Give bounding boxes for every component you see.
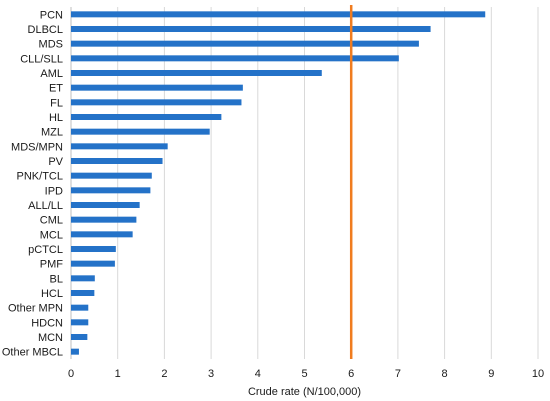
category-label: DLBCL: [28, 24, 63, 36]
category-label: PNK/TCL: [17, 171, 63, 183]
category-label: PMF: [40, 259, 64, 271]
bar: [71, 143, 168, 150]
bar: [71, 55, 399, 62]
x-tick-label: 8: [442, 368, 448, 380]
bar: [71, 304, 89, 311]
category-labels: PCN DLBCL MDS CLL/SLL AML ET FL HL MZL MDS/MPN PV P…: [2, 9, 64, 358]
x-tick-label: 7: [395, 368, 401, 380]
x-tick-label: 6: [348, 368, 354, 380]
category-label: CML: [40, 215, 63, 227]
category-label: PCN: [40, 9, 63, 21]
x-tick-label: 3: [208, 368, 214, 380]
bar: [71, 260, 115, 267]
category-label: FL: [50, 97, 63, 109]
x-tick-label: 4: [255, 368, 261, 380]
bar: [71, 290, 95, 296]
category-label: MZL: [41, 127, 63, 139]
x-tick-label: 1: [115, 368, 121, 380]
bar: [71, 128, 210, 135]
category-label: MCL: [40, 229, 63, 241]
category-label: ALL/LL: [28, 200, 63, 212]
category-label: PV: [48, 156, 63, 168]
category-label: HDCN: [31, 317, 63, 329]
x-tick-label: 5: [301, 368, 307, 380]
category-label: pCTCL: [28, 244, 63, 256]
category-label: AML: [40, 68, 63, 80]
bar: [71, 172, 152, 179]
bar: [71, 158, 163, 164]
bar: [71, 246, 116, 252]
bar: [71, 319, 89, 326]
bar: [71, 114, 222, 120]
bar: [71, 11, 486, 18]
bar: [71, 202, 140, 208]
x-tick-labels: 0 1 2 3 4 5 6 7 8 9 10: [68, 368, 544, 380]
x-axis-title: Crude rate (N/100,000): [248, 386, 361, 398]
category-label: CLL/SLL: [20, 53, 63, 65]
x-tick-label: 0: [68, 368, 74, 380]
bar: [71, 216, 137, 223]
category-label: HL: [49, 112, 63, 124]
bar: [71, 275, 95, 282]
category-label: MDS: [39, 39, 63, 51]
category-label: BL: [50, 273, 63, 285]
bar: [71, 40, 419, 47]
category-label: Other MPN: [8, 303, 63, 315]
category-label: Other MBCL: [2, 347, 63, 359]
x-tick-label: 10: [532, 368, 544, 380]
bar: [71, 231, 133, 238]
category-label: HCL: [41, 288, 63, 300]
bar: [71, 99, 242, 106]
bars: [71, 11, 486, 355]
category-label: MCN: [38, 332, 63, 344]
bar: [71, 84, 243, 91]
category-label: MDS/MPN: [11, 141, 63, 153]
bar: [71, 334, 88, 340]
bar: [71, 26, 431, 32]
category-label: IPD: [45, 185, 63, 197]
category-label: ET: [49, 83, 63, 95]
bar: [71, 70, 322, 76]
bar: [71, 187, 151, 194]
bar: [71, 348, 79, 355]
x-tick-label: 9: [488, 368, 494, 380]
x-tick-label: 2: [161, 368, 167, 380]
